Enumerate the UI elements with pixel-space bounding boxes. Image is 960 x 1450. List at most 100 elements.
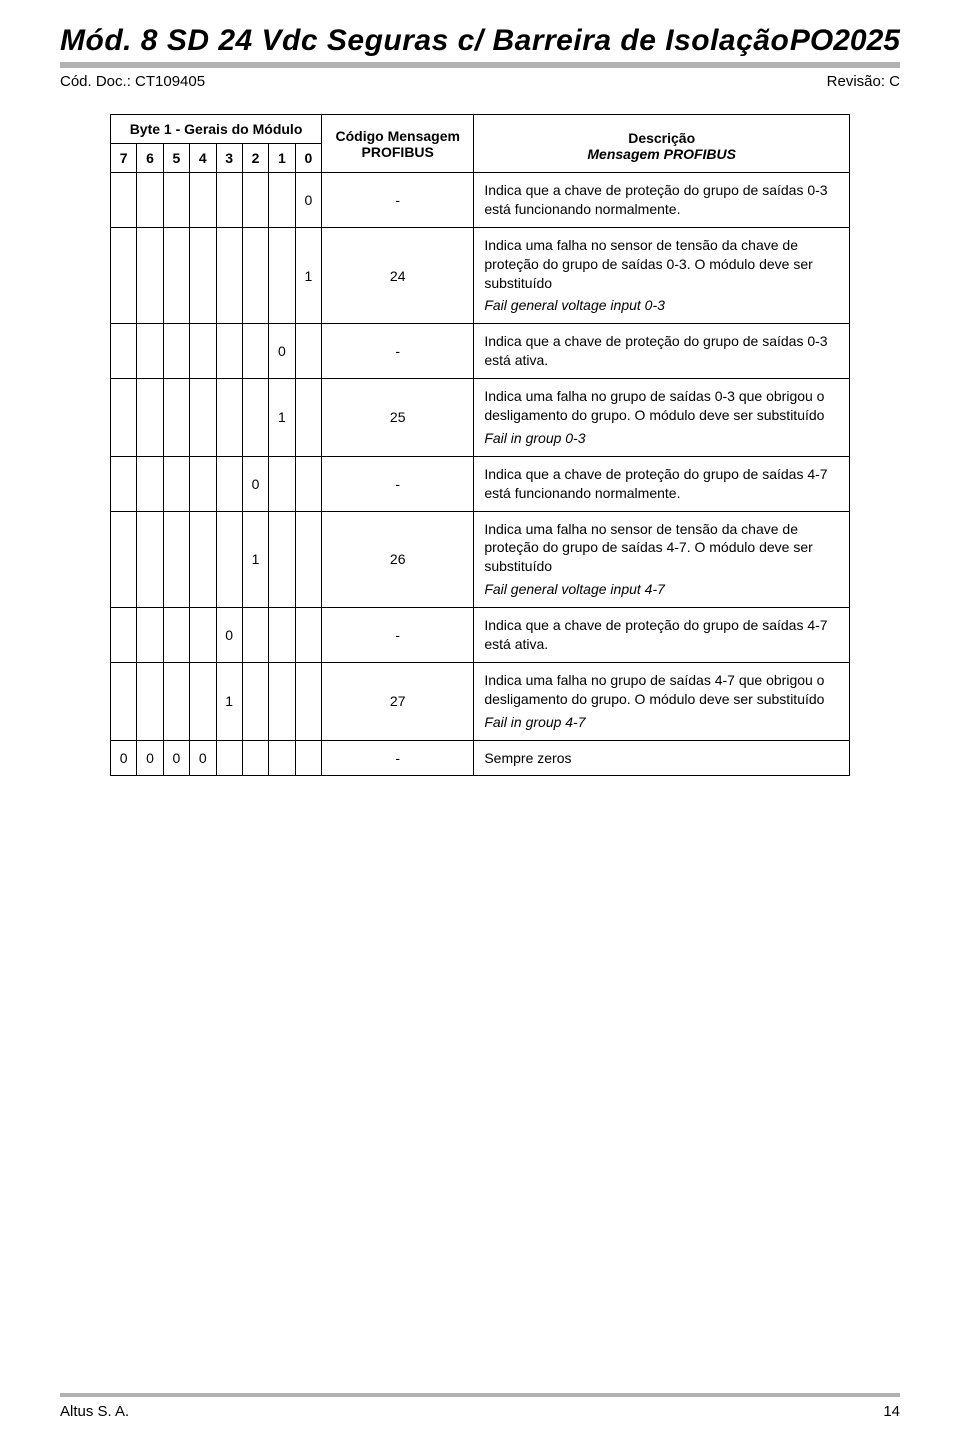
bit-cell — [163, 456, 189, 511]
bit-cell — [111, 511, 137, 608]
desc-cell: Indica que a chave de proteção do grupo … — [474, 324, 850, 379]
bit-cell: 0 — [137, 740, 163, 776]
footer-page-number: 14 — [883, 1403, 900, 1420]
code-cell: 24 — [322, 227, 474, 324]
bit-cell — [242, 608, 268, 663]
bit-cell — [295, 662, 321, 740]
bit-cell: 0 — [295, 173, 321, 228]
header-rule-thick-2 — [60, 70, 900, 71]
bit-cell — [269, 662, 295, 740]
code-cell: - — [322, 740, 474, 776]
table-row: 1 25 Indica uma falha no grupo de saídas 0… — [111, 379, 850, 457]
bit-cell — [190, 456, 216, 511]
bit-cell — [190, 608, 216, 663]
table-body: 0-Indica que a chave de proteção do grup… — [111, 173, 850, 776]
bit-cell — [242, 740, 268, 776]
bit-cell — [295, 608, 321, 663]
desc-italic: Fail in group 0-3 — [484, 429, 839, 448]
bit-cell — [216, 456, 242, 511]
code-cell: - — [322, 173, 474, 228]
table-row: 127Indica uma falha no grupo de saídas 4… — [111, 662, 850, 740]
bit-cell — [163, 173, 189, 228]
table-row: 0-Indica que a chave de proteção do grup… — [111, 456, 850, 511]
bit-cell — [269, 173, 295, 228]
table-row: 0 -Indica que a chave de proteção do grup… — [111, 608, 850, 663]
bit-cell — [137, 379, 163, 457]
table-row: 126Indica uma falha no sensor de tensão … — [111, 511, 850, 608]
bit-cell — [163, 511, 189, 608]
desc-cell: Indica que a chave de proteção do grupo … — [474, 608, 850, 663]
code-cell: 25 — [322, 379, 474, 457]
bit-cell — [190, 324, 216, 379]
desc-text: Indica uma falha no grupo de saídas 0-3 … — [484, 388, 824, 423]
desc-cell: Indica uma falha no sensor de tensão da … — [474, 227, 850, 324]
bit-cell — [111, 324, 137, 379]
bit-cell — [242, 173, 268, 228]
bit-cell — [216, 379, 242, 457]
bit-cell: 0 — [216, 608, 242, 663]
desc-text: Indica que a chave de proteção do grupo … — [484, 617, 827, 652]
bit-cell — [242, 227, 268, 324]
desc-cell: Indica uma falha no sensor de tensão da … — [474, 511, 850, 608]
bit-cell: 1 — [242, 511, 268, 608]
bit-cell — [163, 379, 189, 457]
bit-cell — [111, 456, 137, 511]
bit-cell — [137, 511, 163, 608]
header-bit-1: 1 — [269, 144, 295, 173]
bit-cell — [111, 662, 137, 740]
bit-cell: 0 — [190, 740, 216, 776]
bit-cell — [111, 379, 137, 457]
page-footer: Altus S. A. 14 — [60, 1393, 900, 1420]
bit-cell — [190, 379, 216, 457]
bit-cell: 1 — [295, 227, 321, 324]
bit-cell — [216, 324, 242, 379]
bit-cell — [163, 608, 189, 663]
header-bit-2: 2 — [242, 144, 268, 173]
header-bit-3: 3 — [216, 144, 242, 173]
table-row: 124Indica uma falha no sensor de tensão … — [111, 227, 850, 324]
desc-italic: Fail in group 4-7 — [484, 713, 839, 732]
bit-cell — [163, 662, 189, 740]
bit-cell — [190, 511, 216, 608]
revision: Revisão: C — [827, 73, 900, 90]
header-bit-4: 4 — [190, 144, 216, 173]
header-bit-6: 6 — [137, 144, 163, 173]
bit-cell — [295, 324, 321, 379]
header-bit-0: 0 — [295, 144, 321, 173]
bit-cell — [242, 662, 268, 740]
bit-cell — [295, 511, 321, 608]
desc-text: Indica uma falha no sensor de tensão da … — [484, 237, 812, 291]
desc-cell: Indica que a chave de proteção do grupo … — [474, 456, 850, 511]
bit-cell — [269, 740, 295, 776]
desc-text: Indica que a chave de proteção do grupo … — [484, 182, 827, 217]
code-cell: - — [322, 608, 474, 663]
bit-cell — [137, 662, 163, 740]
bit-cell — [190, 173, 216, 228]
code-cell: - — [322, 324, 474, 379]
desc-text: Sempre zeros — [484, 750, 571, 766]
bit-cell — [269, 227, 295, 324]
desc-italic: Fail general voltage input 4-7 — [484, 580, 839, 599]
bit-cell — [111, 173, 137, 228]
bit-cell — [295, 456, 321, 511]
bit-cell — [269, 511, 295, 608]
bit-cell — [137, 608, 163, 663]
bit-cell — [137, 173, 163, 228]
bit-cell — [216, 227, 242, 324]
header-desc-sub: Mensagem PROFIBUS — [480, 146, 843, 162]
bit-cell — [111, 227, 137, 324]
bit-cell — [137, 227, 163, 324]
desc-cell: Indica que a chave de proteção do grupo … — [474, 173, 850, 228]
doc-code: Cód. Doc.: CT109405 — [60, 73, 205, 90]
desc-text: Indica uma falha no grupo de saídas 4-7 … — [484, 672, 824, 707]
desc-cell: Indica uma falha no grupo de saídas 4-7 … — [474, 662, 850, 740]
page-title-left: Mód. 8 SD 24 Vdc Seguras c/ Barreira de … — [60, 24, 789, 58]
bit-cell — [163, 324, 189, 379]
header-bit-7: 7 — [111, 144, 137, 173]
bit-cell — [242, 324, 268, 379]
bit-cell: 1 — [269, 379, 295, 457]
desc-text: Indica que a chave de proteção do grupo … — [484, 333, 827, 368]
bit-cell — [269, 456, 295, 511]
profibus-table: Byte 1 - Gerais do Módulo Código Mensage… — [110, 114, 850, 776]
header-rule-thick — [60, 62, 900, 68]
